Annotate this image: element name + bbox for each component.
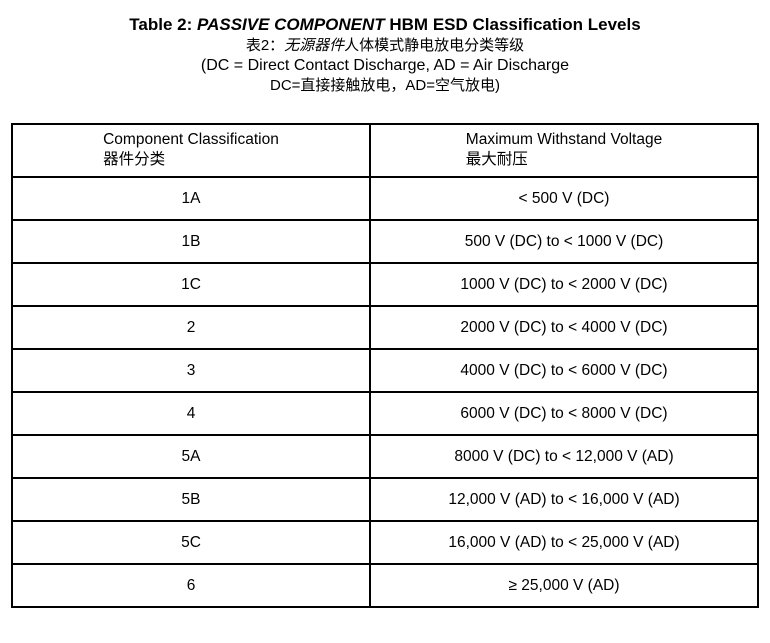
title-zh-prefix: 表2： bbox=[245, 37, 285, 54]
title-suffix: HBM ESD Classification Levels bbox=[384, 15, 641, 34]
voltage-cell: 2000 V (DC) to < 4000 V (DC) bbox=[369, 305, 759, 350]
header-row: Component Classification 器件分类 Maximum Wi… bbox=[11, 123, 759, 178]
header-component-classification-text: Component Classification 器件分类 bbox=[103, 130, 279, 170]
table-row: 4 6000 V (DC) to < 8000 V (DC) bbox=[11, 391, 759, 436]
table-row: 1C 1000 V (DC) to < 2000 V (DC) bbox=[11, 262, 759, 307]
table-row: 3 4000 V (DC) to < 6000 V (DC) bbox=[11, 348, 759, 393]
table-row: 5C 16,000 V (AD) to < 25,000 V (AD) bbox=[11, 520, 759, 565]
voltage-cell: 4000 V (DC) to < 6000 V (DC) bbox=[369, 348, 759, 393]
table-title-english: Table 2: PASSIVE COMPONENT HBM ESD Class… bbox=[0, 14, 770, 35]
legend-english: (DC = Direct Contact Discharge, AD = Air… bbox=[200, 57, 570, 74]
table-row: 1A < 500 V (DC) bbox=[11, 176, 759, 221]
header-component-classification: Component Classification 器件分类 bbox=[11, 123, 371, 178]
classification-cell: 6 bbox=[11, 563, 371, 608]
header-component-classification-en: Component Classification bbox=[103, 131, 279, 148]
classification-cell: 4 bbox=[11, 391, 371, 436]
table-body: 1A < 500 V (DC) 1B 500 V (DC) to < 1000 … bbox=[11, 176, 759, 608]
legend-chinese: DC=直接接触放电，AD=空气放电) bbox=[269, 77, 501, 94]
title-italic-passive-component: PASSIVE COMPONENT bbox=[197, 15, 385, 34]
voltage-cell: ≥ 25,000 V (AD) bbox=[369, 563, 759, 608]
title-zh-italic: 无源器件 bbox=[284, 37, 345, 54]
table-row: 5B 12,000 V (AD) to < 16,000 V (AD) bbox=[11, 477, 759, 522]
header-component-classification-zh: 器件分类 bbox=[103, 151, 166, 168]
header-max-withstand-voltage-text: Maximum Withstand Voltage 最大耐压 bbox=[466, 130, 662, 170]
table-row: 5A 8000 V (DC) to < 12,000 V (AD) bbox=[11, 434, 759, 479]
classification-cell: 5C bbox=[11, 520, 371, 565]
title-prefix: Table 2: bbox=[129, 15, 197, 34]
header-max-withstand-voltage-en: Maximum Withstand Voltage bbox=[465, 131, 663, 148]
voltage-cell: 1000 V (DC) to < 2000 V (DC) bbox=[369, 262, 759, 307]
voltage-cell: < 500 V (DC) bbox=[369, 176, 759, 221]
voltage-cell: 8000 V (DC) to < 12,000 V (AD) bbox=[369, 434, 759, 479]
classification-cell: 1C bbox=[11, 262, 371, 307]
table-title-block: Table 2: PASSIVE COMPONENT HBM ESD Class… bbox=[0, 14, 770, 95]
classification-cell: 1B bbox=[11, 219, 371, 264]
voltage-cell: 12,000 V (AD) to < 16,000 V (AD) bbox=[369, 477, 759, 522]
table-row: 6 ≥ 25,000 V (AD) bbox=[11, 563, 759, 608]
classification-cell: 3 bbox=[11, 348, 371, 393]
voltage-cell: 500 V (DC) to < 1000 V (DC) bbox=[369, 219, 759, 264]
classification-cell: 1A bbox=[11, 176, 371, 221]
esd-classification-table: Component Classification 器件分类 Maximum Wi… bbox=[11, 123, 759, 608]
classification-cell: 5A bbox=[11, 434, 371, 479]
voltage-cell: 6000 V (DC) to < 8000 V (DC) bbox=[369, 391, 759, 436]
table-row: 1B 500 V (DC) to < 1000 V (DC) bbox=[11, 219, 759, 264]
classification-cell: 2 bbox=[11, 305, 371, 350]
header-max-withstand-voltage-zh: 最大耐压 bbox=[465, 151, 528, 168]
voltage-cell: 16,000 V (AD) to < 25,000 V (AD) bbox=[369, 520, 759, 565]
table-row: 2 2000 V (DC) to < 4000 V (DC) bbox=[11, 305, 759, 350]
header-max-withstand-voltage: Maximum Withstand Voltage 最大耐压 bbox=[369, 123, 759, 178]
table-title-chinese: 表2：无源器件人体模式静电放电分类等级 bbox=[0, 35, 770, 56]
title-zh-suffix: 人体模式静电放电分类等级 bbox=[344, 37, 525, 54]
classification-cell: 5B bbox=[11, 477, 371, 522]
